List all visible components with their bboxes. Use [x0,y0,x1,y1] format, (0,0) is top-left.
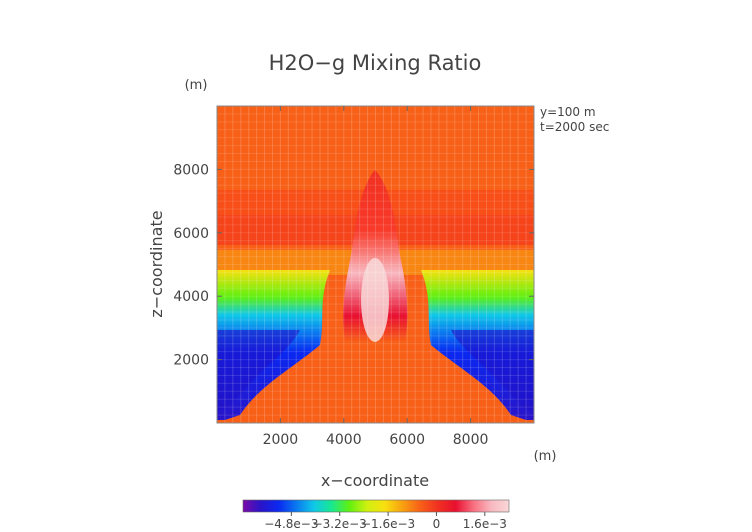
x-axis-label: x−coordinate [321,471,429,490]
y-tick-label: 2000 [173,353,209,369]
y-tick-label: 4000 [173,289,209,305]
y-axis-label: z−coordinate [147,210,166,317]
y-tick-label: 6000 [173,226,209,242]
dry-core-right [451,330,534,410]
colorbar [242,499,510,513]
chart-title: H2O−g Mixing Ratio [269,51,482,75]
x-unit-label: (m) [534,449,557,464]
moist-plume [343,170,408,342]
x-tick-label: 8000 [453,432,489,448]
dry-core-left [217,330,300,410]
plot-area [217,106,534,423]
colorbar-tick-label: −4.8e−3 [264,517,318,531]
y-unit-label: (m) [185,78,208,93]
annotation-y: y=100 m [540,105,596,119]
plume-core [361,258,389,342]
grid-lines [217,106,534,423]
y-axis: 2000 4000 6000 8000 [173,162,534,369]
y-tick-label: 8000 [173,162,209,178]
colorbar-tick-label: 0 [433,517,441,531]
x-tick-label: 4000 [326,432,362,448]
colorbar-tick-label: −1.6e−3 [361,517,415,531]
x-tick-label: 6000 [389,432,425,448]
annotation-t: t=2000 sec [540,120,609,134]
colorbar-ticks: −4.8e−3−3.2e−3−1.6e−3 0 1.6e−3 [264,512,507,531]
x-tick-label: 2000 [263,432,299,448]
plot-frame [216,105,535,424]
colorbar-tick-label: 1.6e−3 [463,517,507,531]
x-axis: 2000 4000 6000 8000 [263,106,489,448]
colorbar-tick-label: −3.2e−3 [313,517,367,531]
